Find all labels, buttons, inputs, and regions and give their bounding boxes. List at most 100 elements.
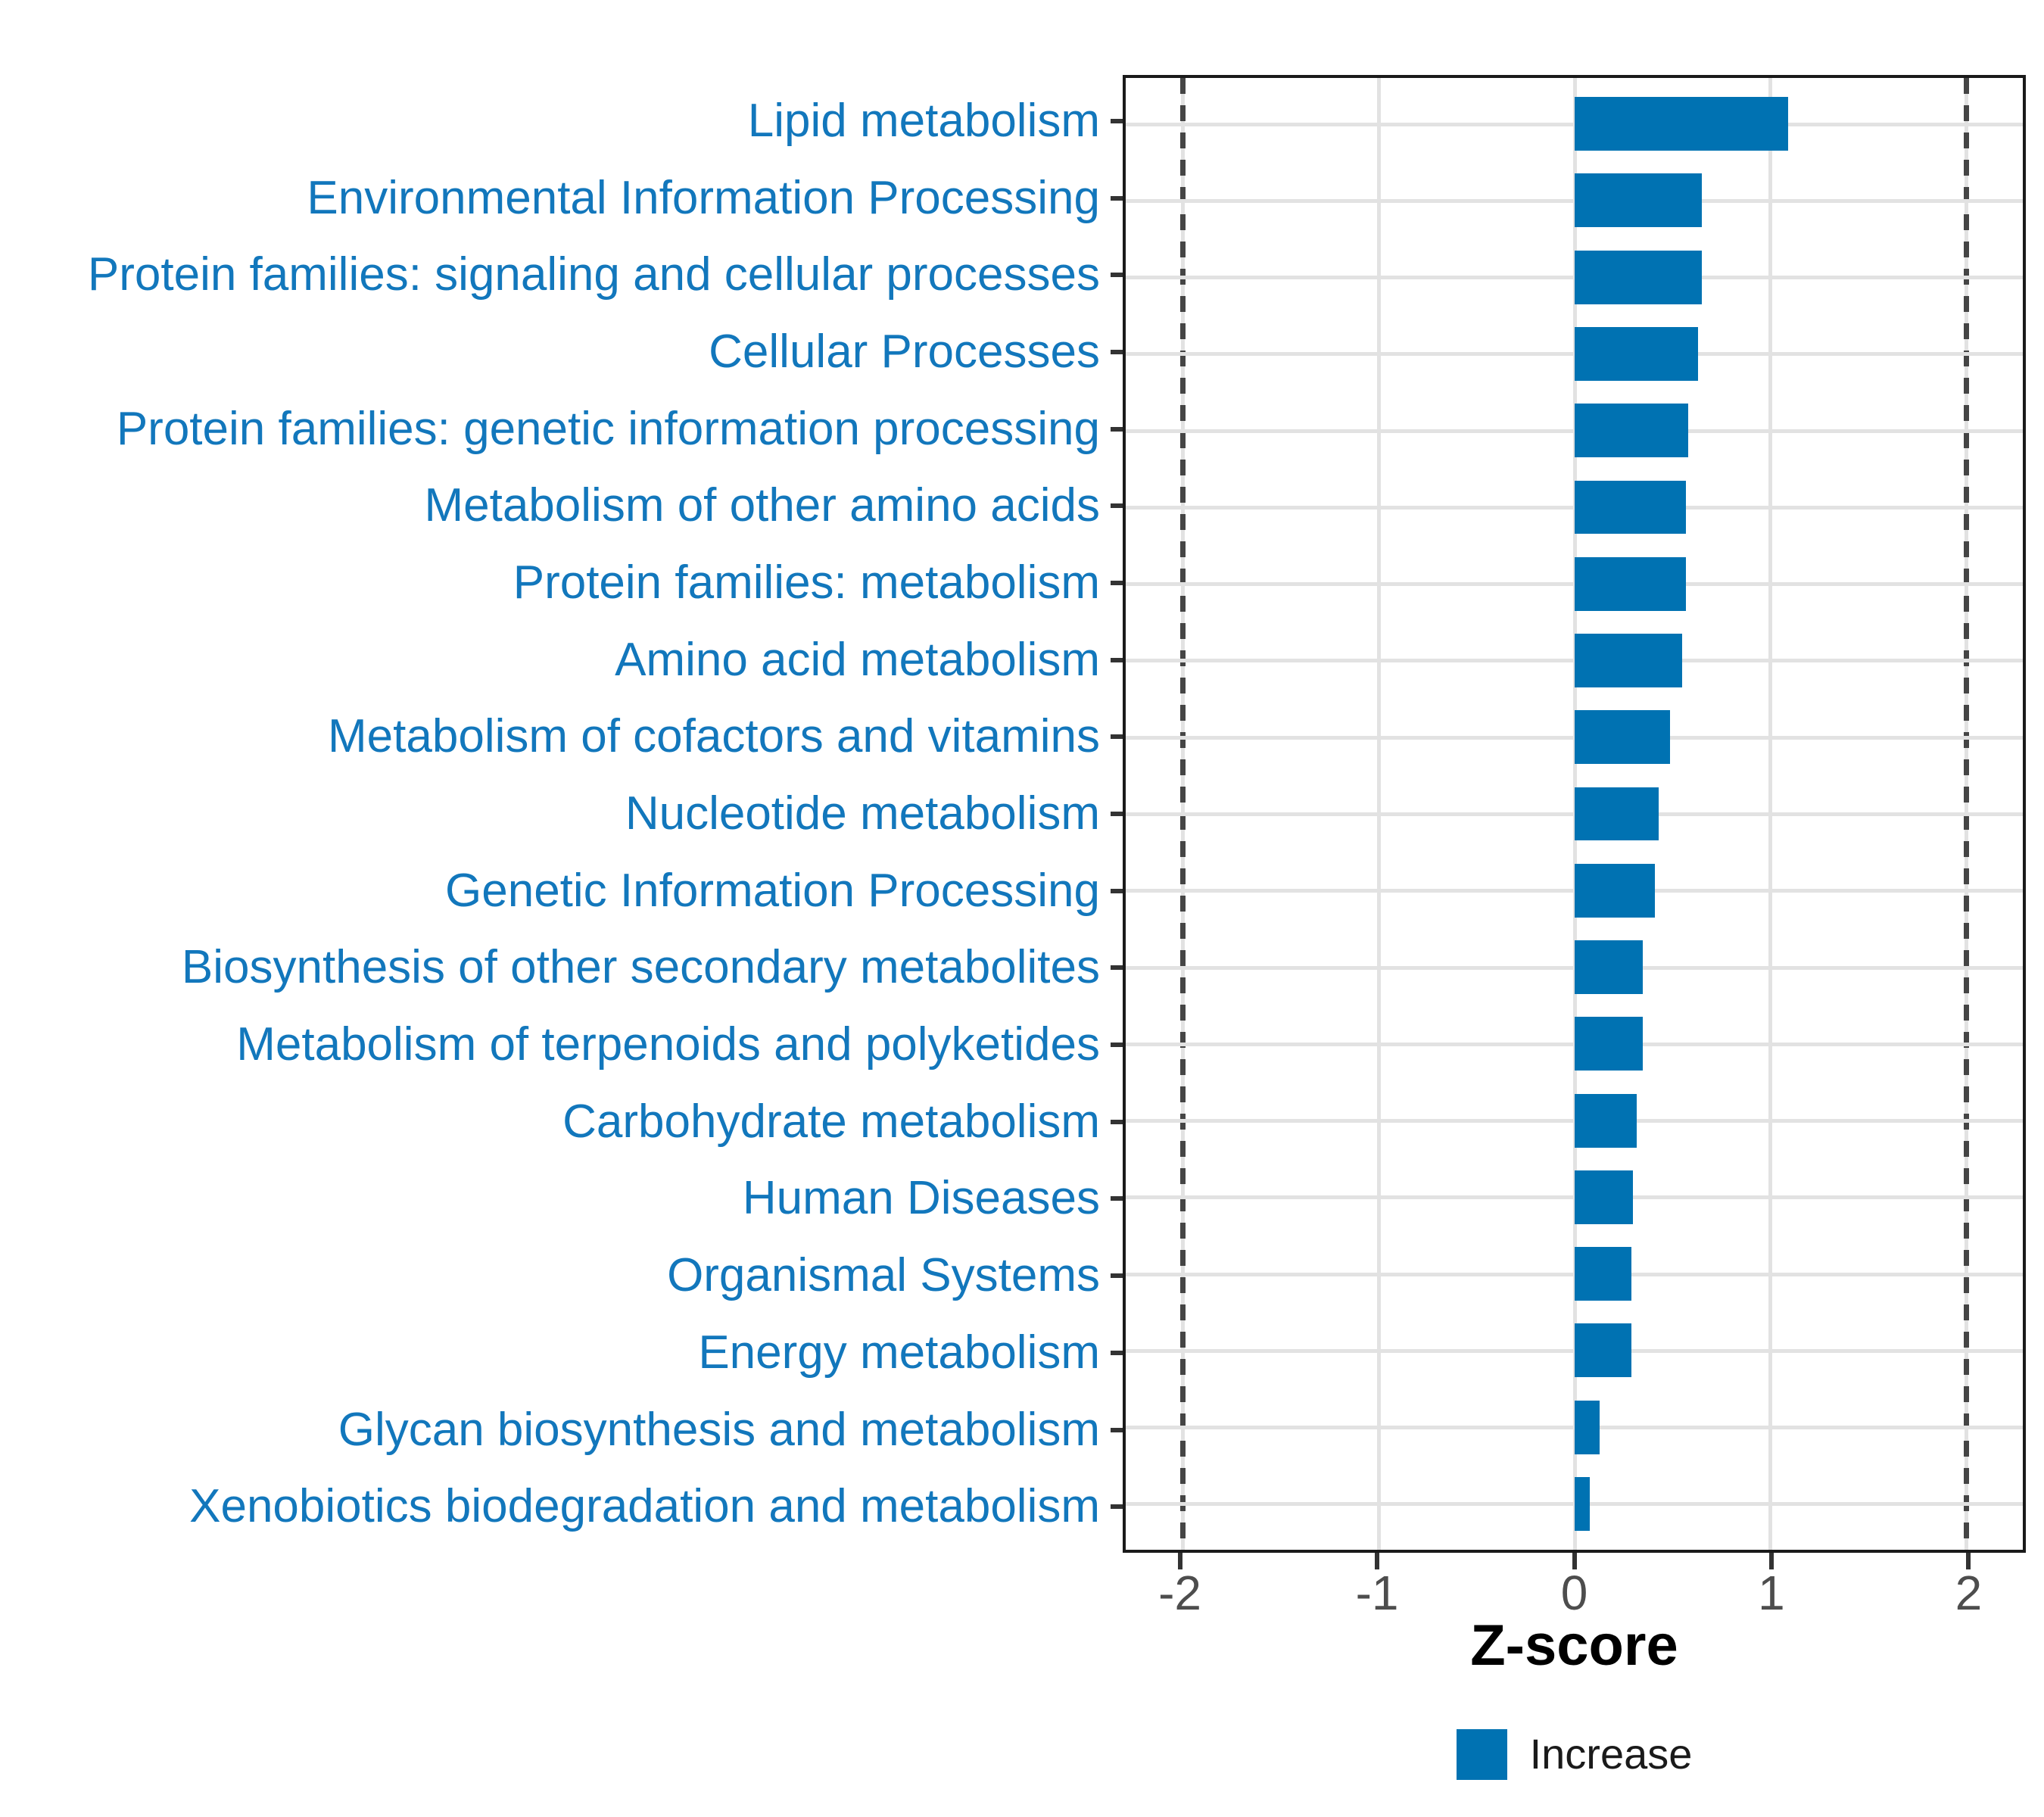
bar-row [1126,162,2023,238]
bar-row [1126,775,2023,852]
bar-row [1126,852,2023,929]
x-axis-tick-mark [1768,1553,1774,1569]
x-axis-tick-label: 2 [1955,1566,1983,1620]
y-axis-label: Carbohydrate metabolism [562,1095,1100,1148]
y-axis-label: Energy metabolism [698,1326,1100,1379]
y-axis-tick-mark [1111,888,1123,893]
y-axis-label-row: Protein families: genetic information pr… [0,391,1123,468]
y-axis-label: Protein families: genetic information pr… [116,402,1100,455]
bar-row [1126,1082,2023,1158]
bar-row [1126,239,2023,316]
x-axis-tick-mark [1375,1553,1380,1569]
y-axis-tick-mark [1111,503,1123,509]
y-axis-label-row: Xenobiotics biodegradation and metabolis… [0,1468,1123,1545]
x-axis-tick-label: -1 [1355,1566,1399,1620]
bar [1574,326,1698,381]
bar [1574,1093,1637,1148]
y-axis-tick-mark [1111,1427,1123,1432]
x-axis-tick-labels: -2 -1 0 1 2 [1123,1566,2026,1620]
x-axis-ticks [1123,1553,2026,1571]
x-axis-title: Z-score [1470,1613,1678,1678]
bar-row [1126,546,2023,622]
bar [1574,1170,1634,1224]
bar [1574,1017,1644,1071]
y-axis-label: Cellular Processes [709,325,1100,378]
bar [1574,480,1686,535]
y-axis-label: Protein families: signaling and cellular… [87,248,1100,301]
y-axis-label: Protein families: metabolism [513,556,1100,609]
y-axis-label: Human Diseases [742,1172,1100,1225]
y-axis-label: Biosynthesis of other secondary metaboli… [181,941,1100,994]
y-axis-label-row: Cellular Processes [0,313,1123,391]
bar [1574,556,1686,611]
y-axis-label-row: Protein families: signaling and cellular… [0,236,1123,313]
bar [1574,940,1644,994]
y-axis-label: Xenobiotics biodegradation and metabolis… [189,1480,1100,1533]
y-axis-label-row: Carbohydrate metabolism [0,1083,1123,1161]
y-axis-label: Metabolism of other amino acids [424,479,1100,532]
x-axis-tick-label: -2 [1158,1566,1201,1620]
bar-row [1126,1389,2023,1466]
legend: Increase [1123,1727,2026,1781]
y-axis-label: Nucleotide metabolism [625,787,1100,840]
y-axis-tick-mark [1111,1350,1123,1355]
y-axis-tick-mark [1111,657,1123,662]
y-axis-label: Organismal Systems [667,1249,1100,1302]
y-axis-label-row: Metabolism of other amino acids [0,467,1123,544]
bar-rows [1126,78,2023,1550]
y-axis-label-row: Environmental Information Processing [0,160,1123,237]
bar-row [1126,316,2023,392]
bar-row [1126,1159,2023,1236]
x-axis-tick-mark [1572,1553,1577,1569]
y-axis-tick-mark [1111,426,1123,432]
legend-label-increase: Increase [1529,1730,1693,1778]
y-axis-label-row: Energy metabolism [0,1314,1123,1392]
bar [1574,250,1702,304]
y-axis-label-row: Biosynthesis of other secondary metaboli… [0,930,1123,1007]
bar-row [1126,1312,2023,1388]
y-axis-tick-mark [1111,1043,1123,1048]
y-axis-label: Genetic Information Processing [445,864,1100,917]
bar [1574,710,1671,765]
y-axis-label-row: Amino acid metabolism [0,622,1123,699]
bar [1574,634,1682,687]
y-axis-labels: Lipid metabolism Environmental Informatio… [0,75,1123,1553]
y-axis-label: Lipid metabolism [747,94,1100,147]
y-axis-label-row: Nucleotide metabolism [0,775,1123,852]
bar [1574,97,1788,151]
y-axis-tick-mark [1111,965,1123,971]
bar [1574,404,1688,458]
y-axis-label: Amino acid metabolism [615,633,1100,686]
y-axis-label: Metabolism of terpenoids and polyketides [236,1018,1100,1071]
y-axis-tick-mark [1111,195,1123,201]
y-axis-tick-mark [1111,273,1123,278]
bar [1574,787,1659,841]
bar [1574,863,1655,918]
y-axis-label-row: Genetic Information Processing [0,852,1123,930]
y-axis-label-row: Human Diseases [0,1161,1123,1238]
y-axis-label-row: Organismal Systems [0,1237,1123,1314]
y-axis-label: Metabolism of cofactors and vitamins [328,710,1100,763]
y-axis-label-row: Protein families: metabolism [0,544,1123,622]
y-axis-label-row: Glycan biosynthesis and metabolism [0,1392,1123,1469]
bar-row [1126,469,2023,545]
bar-row [1126,392,2023,469]
bar [1574,1247,1631,1301]
plot-panel [1123,75,2026,1553]
y-axis-tick-mark [1111,812,1123,817]
x-axis-tick-label: 0 [1560,1566,1588,1620]
bar-row [1126,699,2023,775]
bar-row [1126,1005,2023,1082]
x-axis-tick-mark [1177,1553,1182,1569]
bar-row [1126,622,2023,699]
y-axis-tick-mark [1111,734,1123,740]
bar [1574,1476,1591,1531]
y-axis-label: Environmental Information Processing [307,171,1100,224]
y-axis-label-row: Lipid metabolism [0,83,1123,160]
y-axis-label-row: Metabolism of terpenoids and polyketides [0,1006,1123,1083]
y-axis-tick-mark [1111,580,1123,585]
y-axis-label-row: Metabolism of cofactors and vitamins [0,699,1123,776]
y-axis-tick-mark [1111,349,1123,354]
bar-row [1126,1236,2023,1312]
